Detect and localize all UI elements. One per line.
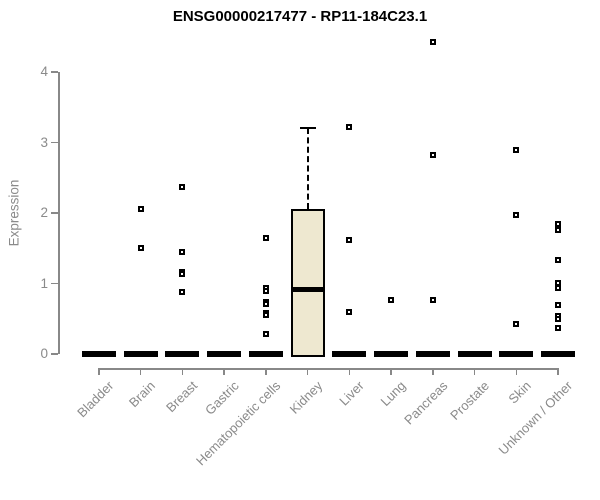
data-point: [513, 147, 520, 154]
x-axis-line: [99, 368, 560, 370]
data-point: [429, 296, 436, 303]
data-point: [554, 226, 561, 233]
y-tick: [51, 353, 58, 355]
data-point: [554, 324, 561, 331]
zero-median-bar: [248, 351, 283, 357]
zero-median-bar: [332, 351, 367, 357]
data-point: [179, 271, 186, 278]
x-tick-label: Bladder: [74, 378, 117, 421]
y-tick-label: 4: [40, 64, 48, 79]
data-point: [262, 312, 269, 319]
zero-median-bar: [540, 351, 575, 357]
x-tick: [306, 368, 309, 375]
data-point: [262, 235, 269, 242]
zero-median-bar: [165, 351, 200, 357]
zero-median-bar: [499, 351, 534, 357]
y-tick-label: 2: [40, 205, 48, 220]
x-tick: [139, 368, 142, 375]
x-tick: [98, 368, 100, 375]
data-point: [137, 205, 144, 212]
x-tick-label: Gastric: [202, 378, 242, 418]
y-tick: [51, 212, 58, 214]
x-tick: [265, 368, 267, 375]
y-axis-line: [58, 72, 60, 354]
data-point: [554, 315, 561, 322]
y-tick-label: 3: [40, 134, 48, 150]
x-tick-label: Breast: [162, 378, 201, 416]
data-point: [554, 221, 561, 228]
data-point: [262, 288, 269, 295]
data-point: [554, 284, 561, 291]
x-tick: [432, 368, 434, 375]
y-tick: [51, 71, 58, 73]
upper-whisker: [306, 128, 309, 210]
median-line: [292, 286, 323, 292]
data-point: [554, 257, 561, 264]
data-point: [346, 237, 353, 244]
zero-median-bar: [123, 351, 158, 357]
x-tick-label: Prostate: [447, 378, 493, 423]
x-tick-label: Skin: [505, 378, 534, 407]
x-tick-label: Lung: [377, 378, 409, 410]
x-tick-label: Pancreas: [400, 378, 451, 428]
box-iqr: [290, 209, 325, 357]
x-tick-label: Liver: [336, 378, 367, 409]
data-point: [388, 297, 395, 304]
x-tick-label: Brain: [126, 378, 159, 411]
x-tick: [348, 368, 351, 375]
data-point: [137, 244, 144, 251]
x-tick: [557, 368, 559, 375]
x-tick: [390, 368, 392, 375]
data-point: [262, 330, 269, 337]
data-point: [179, 248, 186, 255]
y-tick: [51, 282, 58, 285]
x-tick: [515, 368, 518, 375]
upper-whisker-cap: [299, 127, 316, 130]
y-tick-label: 0: [40, 346, 48, 361]
y-tick-label: 1: [40, 275, 48, 291]
x-tick: [223, 368, 225, 375]
x-tick: [181, 368, 184, 375]
data-point: [513, 212, 520, 219]
data-point: [179, 288, 186, 295]
zero-median-bar: [374, 351, 409, 357]
zero-median-bar: [457, 351, 492, 357]
x-tick-label: Kidney: [286, 378, 326, 417]
data-point: [262, 300, 269, 307]
chart-title: ENSG00000217477 - RP11-184C23.1: [172, 8, 428, 25]
data-point: [346, 308, 353, 315]
zero-median-bar: [415, 351, 450, 357]
data-point: [554, 302, 561, 309]
data-point: [346, 123, 353, 130]
y-tick: [51, 141, 58, 144]
x-tick-label: Unknown / Other: [496, 378, 576, 458]
zero-median-bar: [207, 351, 242, 357]
data-point: [429, 38, 436, 45]
data-point: [179, 183, 186, 190]
data-point: [513, 320, 520, 327]
zero-median-bar: [82, 351, 116, 357]
data-point: [429, 152, 436, 159]
x-tick: [473, 368, 476, 375]
